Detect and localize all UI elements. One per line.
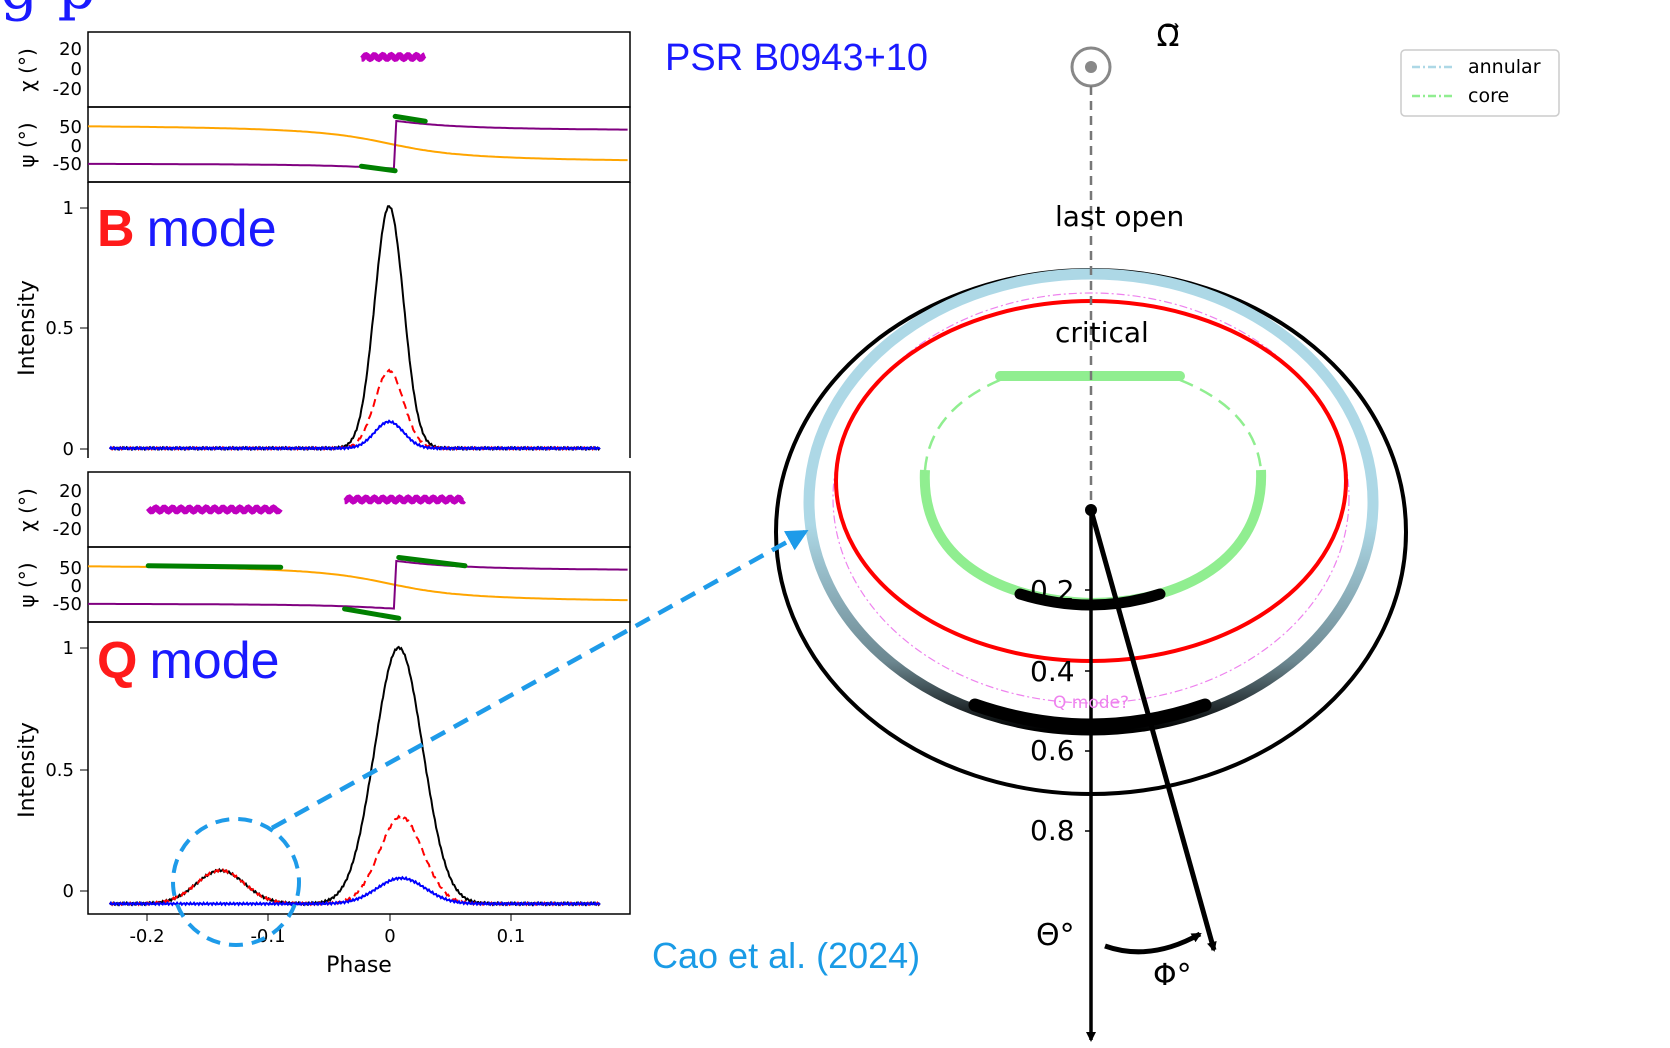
- q-mode-label: Q mode?: [1053, 693, 1129, 713]
- core-ring-dash-right: [1179, 378, 1263, 471]
- radial-tick-06: 0.6: [1030, 734, 1075, 767]
- intensity-curves-q: [108, 645, 601, 907]
- citation: Cao et al. (2024): [652, 935, 920, 976]
- intensity-ylabel-b: Intensity: [15, 280, 40, 376]
- int-tick-1-b: 1: [63, 198, 74, 219]
- mode-word-b: mode: [147, 200, 277, 258]
- core-ring-dash-left: [923, 378, 1001, 471]
- callout-circle: [171, 817, 301, 947]
- psi-tick-50-q: 50: [59, 558, 82, 579]
- chi-trace-q: [145, 494, 466, 515]
- mode-letter-b: B: [97, 200, 135, 258]
- polar-map: Ω⃗ last open critical Q mode? 0.2 0.4 0.…: [774, 19, 1560, 1042]
- title-fragment: g p: [0, 0, 96, 23]
- mode-word-q: mode: [149, 632, 279, 690]
- chi-tick-0-q: 0: [71, 500, 82, 521]
- omega-symbol: Ω⃗: [1157, 19, 1180, 54]
- psi-rvm-orange-b: [87, 125, 628, 162]
- psi-tick-0-b: 0: [71, 136, 82, 157]
- psi-points-q-1: [342, 606, 402, 621]
- phi-arc: [1104, 931, 1202, 955]
- last-open-label: last open: [1055, 200, 1184, 233]
- chi-points-q-0: [145, 504, 283, 515]
- intensity-blue-b: [108, 419, 601, 451]
- chi-tick-20-q: 20: [59, 481, 82, 502]
- chi-tick-m20-q: -20: [53, 519, 82, 540]
- legend: annular core: [1400, 49, 1560, 117]
- psi-rvm-purple-q: [88, 559, 628, 610]
- psi-ylabel-b: ψ (°): [15, 122, 39, 167]
- x-tick-01: 0.1: [497, 926, 526, 947]
- chi-tick-0-b: 0: [71, 59, 82, 80]
- chi-ylabel-q: χ (°): [15, 488, 39, 532]
- x-tick-m02: -0.2: [129, 926, 164, 947]
- source-name: PSR B0943+10: [665, 37, 928, 79]
- intensity-red-b: [109, 368, 600, 451]
- legend-label-annular: annular: [1468, 56, 1541, 78]
- chi-ylabel-b: χ (°): [15, 48, 39, 92]
- psi-axes-b: [87, 106, 631, 183]
- chi-points-b-0: [360, 51, 427, 63]
- chi-tick-20-b: 20: [59, 39, 82, 60]
- chi-tick-m20-b: -20: [53, 79, 82, 100]
- chi-trace-b: [360, 51, 427, 63]
- radial-tick-04: 0.4: [1030, 655, 1075, 688]
- int-tick-05-q: 0.5: [45, 760, 74, 781]
- panel-b: 20 0 -20 χ (°) 50 0 -50 ψ (°) 1 0.5 0 In…: [15, 31, 631, 460]
- mode-letter-q: Q: [97, 632, 137, 690]
- psi-curves-b: [87, 113, 628, 174]
- psi-rvm-orange-q: [87, 565, 628, 602]
- chi-axes-b: [87, 31, 631, 108]
- core-ring-lower: [919, 469, 1267, 609]
- psi-ylabel-q: ψ (°): [15, 562, 39, 607]
- radial-tick-02: 0.2: [1030, 574, 1075, 607]
- legend-label-core: core: [1468, 85, 1509, 107]
- callout-arrow: [270, 530, 809, 830]
- intensity-ylabel-q: Intensity: [15, 722, 40, 818]
- phi-label: Φ°: [1153, 958, 1192, 993]
- int-tick-0-q: 0: [63, 881, 74, 902]
- intensity-blue-q: [108, 875, 601, 907]
- psi-curves-q: [87, 555, 628, 621]
- x-axis-label: Phase: [326, 953, 392, 978]
- psi-tick-0-q: 0: [71, 576, 82, 597]
- intensity-curves-b: [108, 205, 601, 451]
- critical-label: critical: [1055, 316, 1149, 349]
- int-tick-05-b: 0.5: [45, 318, 74, 339]
- intensity-red-q: [109, 814, 600, 907]
- theta-label: Θ°: [1036, 918, 1075, 953]
- int-tick-1-q: 1: [63, 638, 74, 659]
- chi-points-q-1: [343, 494, 466, 505]
- psi-rvm-purple-b: [88, 119, 628, 170]
- radial-tick-08: 0.8: [1030, 814, 1075, 847]
- panel-q: 20 0 -20 χ (°) 50 0 -50 ψ (°) 1 0.5 0 In…: [15, 471, 631, 978]
- psi-points-b-0: [358, 163, 398, 174]
- line-of-sight-arrow: [1088, 509, 1217, 952]
- psi-tick-50-b: 50: [59, 117, 82, 138]
- psi-points-q-2: [396, 555, 468, 569]
- psi-tick-m50-q: -50: [53, 594, 82, 615]
- intensity-axes-q: [87, 621, 631, 915]
- x-tick-0: 0: [384, 926, 395, 947]
- psi-points-b-1: [392, 113, 428, 124]
- int-tick-0-b: 0: [63, 439, 74, 460]
- rotation-axis-dot: [1085, 61, 1097, 73]
- psi-tick-m50-b: -50: [53, 154, 82, 175]
- psi-points-q-0: [145, 563, 284, 570]
